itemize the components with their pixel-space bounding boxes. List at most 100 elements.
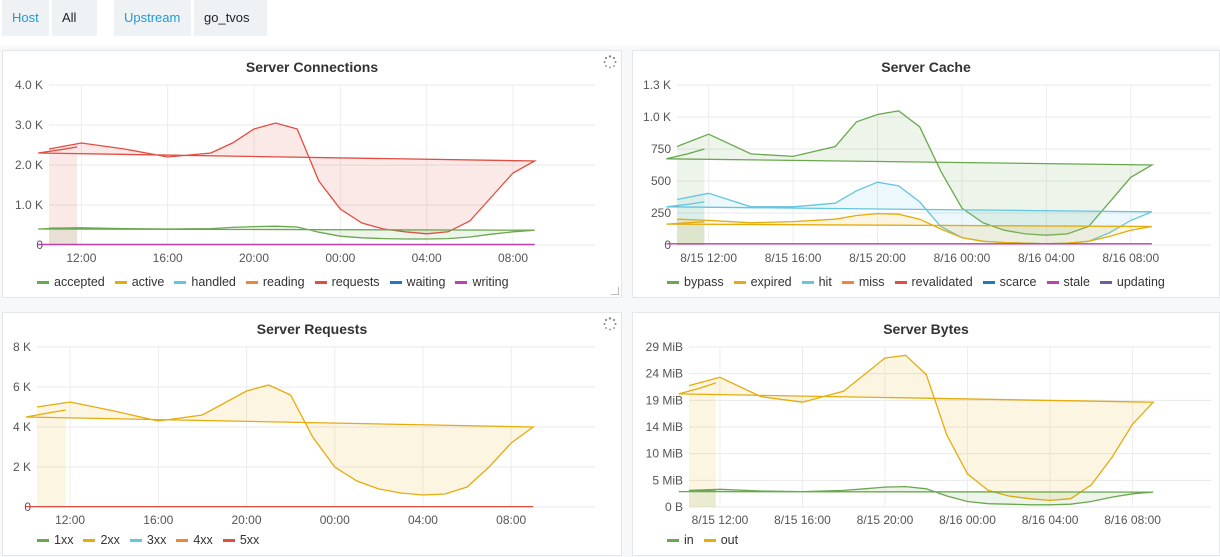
- x-tick-label: 08:00: [498, 251, 528, 265]
- legend-swatch: [246, 281, 258, 284]
- legend-swatch: [1100, 281, 1112, 284]
- host-variable-label[interactable]: Host: [2, 0, 49, 36]
- series-area-2xx: [26, 385, 533, 507]
- x-tick-label: 8/15 16:00: [765, 251, 822, 265]
- legend-item-accepted[interactable]: accepted: [37, 275, 105, 289]
- legend-swatch: [174, 281, 186, 284]
- legend-label: active: [132, 275, 165, 289]
- legend-swatch: [37, 281, 49, 284]
- upstream-variable-dropdown[interactable]: go_tvos: [194, 0, 267, 36]
- legend-item-requests[interactable]: requests: [315, 275, 380, 289]
- legend-label: stale: [1064, 275, 1090, 289]
- legend-item-revalidated[interactable]: revalidated: [895, 275, 973, 289]
- legend-label: out: [721, 533, 738, 547]
- legend-label: handled: [191, 275, 236, 289]
- legend-label: 4xx: [193, 533, 212, 547]
- legend-item-handled[interactable]: handled: [174, 275, 236, 289]
- legend-swatch: [983, 281, 995, 284]
- y-tick-label: 6 K: [13, 380, 31, 394]
- legend-item-writing[interactable]: writing: [455, 275, 508, 289]
- y-tick-label: 8 K: [13, 340, 31, 354]
- legend-swatch: [895, 281, 907, 284]
- legend-item-4xx[interactable]: 4xx: [176, 533, 212, 547]
- legend-item-in[interactable]: in: [667, 533, 694, 547]
- legend-label: miss: [859, 275, 885, 289]
- legend-item-miss[interactable]: miss: [842, 275, 885, 289]
- y-tick-label: 5 MiB: [652, 473, 683, 487]
- y-tick-label: 10 MiB: [646, 447, 683, 461]
- x-tick-label: 8/15 16:00: [774, 513, 831, 527]
- host-variable-value: All: [62, 10, 76, 25]
- legend-label: scarce: [1000, 275, 1037, 289]
- resize-handle-icon[interactable]: [611, 287, 619, 295]
- legend-swatch: [115, 281, 127, 284]
- y-tick-label: 24 MiB: [646, 367, 683, 381]
- y-tick-label: 2.0 K: [15, 158, 43, 172]
- host-variable-dropdown[interactable]: All: [52, 0, 97, 36]
- legend-label: 5xx: [240, 533, 259, 547]
- y-tick-label: 2 K: [13, 460, 31, 474]
- y-tick-label: 4 K: [13, 420, 31, 434]
- x-tick-label: 8/16 00:00: [939, 513, 996, 527]
- y-tick-label: 1.0 K: [643, 110, 671, 124]
- x-tick-label: 20:00: [232, 513, 262, 527]
- x-tick-label: 8/15 20:00: [849, 251, 906, 265]
- upstream-variable-label[interactable]: Upstream: [114, 0, 191, 36]
- legend-item-out[interactable]: out: [704, 533, 738, 547]
- x-tick-label: 08:00: [496, 513, 526, 527]
- legend-label: reading: [263, 275, 305, 289]
- legend-swatch: [176, 539, 188, 542]
- legend-item-3xx[interactable]: 3xx: [130, 533, 166, 547]
- legend-label: hit: [819, 275, 832, 289]
- legend-label: 1xx: [54, 533, 73, 547]
- legend-item-5xx[interactable]: 5xx: [223, 533, 259, 547]
- legend-label: in: [684, 533, 694, 547]
- template-variable-bar: Host All Upstream go_tvos: [0, 0, 1220, 46]
- x-tick-label: 16:00: [143, 513, 173, 527]
- x-tick-label: 8/15 12:00: [692, 513, 749, 527]
- x-tick-label: 00:00: [320, 513, 350, 527]
- legend-item-2xx[interactable]: 2xx: [83, 533, 119, 547]
- legend-swatch: [667, 539, 679, 542]
- legend-label: revalidated: [912, 275, 973, 289]
- legend-swatch: [667, 281, 679, 284]
- legend-item-reading[interactable]: reading: [246, 275, 305, 289]
- upstream-variable-value: go_tvos: [204, 10, 250, 25]
- legend-item-scarce[interactable]: scarce: [983, 275, 1037, 289]
- series-area-out: [679, 355, 1153, 507]
- legend-item-1xx[interactable]: 1xx: [37, 533, 73, 547]
- legend-item-waiting[interactable]: waiting: [390, 275, 446, 289]
- legend-item-hit[interactable]: hit: [802, 275, 832, 289]
- y-tick-label: 14 MiB: [646, 420, 683, 434]
- legend: bypass expired hit miss revalidated scarce sta…: [667, 275, 1175, 289]
- legend-label: accepted: [54, 275, 105, 289]
- x-tick-label: 8/16 00:00: [934, 251, 991, 265]
- legend-label: waiting: [407, 275, 446, 289]
- legend-item-stale[interactable]: stale: [1047, 275, 1090, 289]
- legend-item-active[interactable]: active: [115, 275, 165, 289]
- y-tick-label: 19 MiB: [646, 393, 683, 407]
- legend-swatch: [223, 539, 235, 542]
- y-tick-label: 250: [651, 206, 671, 220]
- legend-item-updating[interactable]: updating: [1100, 275, 1165, 289]
- y-tick-label: 0 B: [665, 500, 683, 514]
- y-tick-label: 1.3 K: [643, 78, 671, 92]
- legend: in out: [667, 533, 748, 547]
- legend-label: bypass: [684, 275, 724, 289]
- y-tick-label: 500: [651, 174, 671, 188]
- x-tick-label: 8/16 08:00: [1102, 251, 1159, 265]
- x-tick-label: 8/16 08:00: [1104, 513, 1161, 527]
- legend-label: 3xx: [147, 533, 166, 547]
- x-tick-label: 04:00: [412, 251, 442, 265]
- legend-swatch: [37, 539, 49, 542]
- legend-item-expired[interactable]: expired: [734, 275, 792, 289]
- x-tick-label: 00:00: [325, 251, 355, 265]
- legend: accepted active handled reading requests wait…: [37, 275, 519, 289]
- legend-label: writing: [472, 275, 508, 289]
- legend-item-bypass[interactable]: bypass: [667, 275, 724, 289]
